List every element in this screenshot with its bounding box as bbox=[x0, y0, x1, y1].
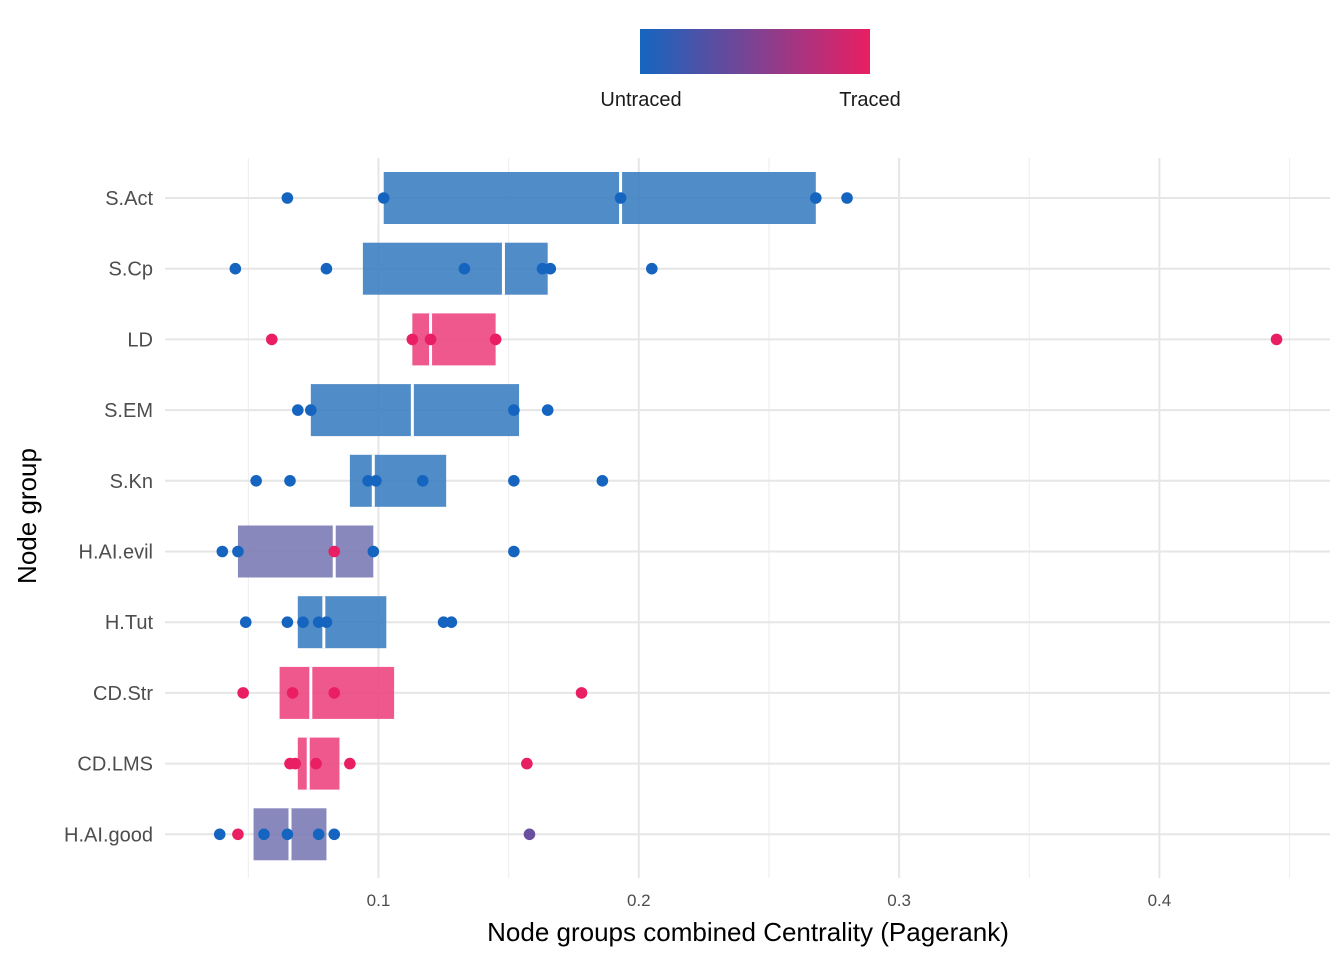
category-label: S.Cp bbox=[109, 259, 153, 281]
data-point bbox=[281, 828, 294, 841]
data-point bbox=[239, 616, 252, 628]
data-point bbox=[523, 828, 536, 841]
y-axis-labels: S.Act S.Cp LD S.EM S.Kn H.AI.evil H.Tut CD.Str C… bbox=[64, 188, 153, 846]
category-label: LD bbox=[127, 329, 153, 351]
data-point bbox=[328, 828, 341, 841]
grid bbox=[165, 158, 1330, 878]
data-point bbox=[320, 262, 333, 275]
data-point bbox=[367, 545, 380, 558]
x-axis-ticks: 0.1 0.2 0.3 0.4 bbox=[367, 891, 1172, 910]
data-point bbox=[445, 616, 458, 628]
category-label: H.Tut bbox=[105, 612, 154, 634]
data-point bbox=[508, 545, 520, 558]
data-point bbox=[344, 757, 356, 770]
category-label: S.Kn bbox=[110, 471, 153, 493]
iqr-box bbox=[362, 242, 548, 295]
data-point bbox=[841, 192, 853, 204]
x-tick-label: 0.1 bbox=[367, 891, 391, 910]
data-point bbox=[250, 475, 262, 487]
data-point bbox=[508, 404, 520, 416]
data-point bbox=[305, 404, 317, 416]
data-point bbox=[320, 616, 333, 628]
data-point bbox=[1270, 333, 1283, 346]
data-point bbox=[286, 687, 299, 699]
iqr-box bbox=[237, 525, 374, 578]
x-axis-title: Node groups combined Centrality (Pageran… bbox=[487, 917, 1009, 947]
legend: Untraced Traced bbox=[600, 29, 901, 111]
data-point bbox=[328, 687, 341, 699]
data-point bbox=[377, 192, 390, 204]
data-point bbox=[281, 616, 294, 628]
data-point bbox=[265, 333, 278, 346]
data-point bbox=[614, 192, 627, 204]
data-point bbox=[458, 262, 471, 275]
data-point bbox=[237, 687, 249, 699]
data-point bbox=[289, 757, 302, 770]
data-point bbox=[232, 828, 244, 841]
y-axis-title: Node group bbox=[12, 448, 42, 584]
category-label: CD.LMS bbox=[77, 754, 153, 776]
x-tick-label: 0.2 bbox=[627, 891, 651, 910]
data-point bbox=[281, 192, 294, 204]
data-point bbox=[596, 475, 609, 487]
category-label: S.Act bbox=[105, 188, 153, 210]
x-tick-label: 0.3 bbox=[887, 891, 911, 910]
data-point bbox=[297, 616, 309, 628]
data-point bbox=[544, 262, 557, 275]
category-label: CD.Str bbox=[93, 683, 153, 705]
data-point bbox=[258, 828, 270, 841]
legend-colorbar bbox=[640, 29, 870, 74]
category-label: H.AI.evil bbox=[79, 542, 153, 564]
data-point bbox=[508, 475, 520, 487]
legend-high-label: Traced bbox=[839, 89, 901, 111]
data-point bbox=[810, 192, 822, 204]
category-label: H.AI.good bbox=[64, 824, 153, 846]
data-point bbox=[541, 404, 554, 416]
data-point bbox=[312, 828, 325, 841]
data-point bbox=[216, 545, 229, 558]
data-point bbox=[370, 475, 382, 487]
x-tick-label: 0.4 bbox=[1148, 891, 1172, 910]
iqr-box bbox=[310, 384, 520, 437]
data-point bbox=[521, 757, 533, 770]
data-point bbox=[328, 545, 341, 558]
data-point bbox=[489, 333, 502, 346]
iqr-box bbox=[383, 172, 816, 224]
data-point bbox=[310, 757, 322, 770]
data-point bbox=[284, 475, 296, 487]
data-point bbox=[229, 262, 242, 275]
legend-low-label: Untraced bbox=[600, 89, 681, 111]
boxes bbox=[237, 172, 816, 861]
data-point bbox=[416, 475, 429, 487]
data-point bbox=[292, 404, 304, 416]
data-point bbox=[213, 828, 226, 841]
iqr-box bbox=[297, 596, 387, 649]
category-label: S.EM bbox=[104, 400, 153, 422]
data-point bbox=[232, 545, 244, 558]
data-point bbox=[646, 262, 658, 275]
data-point bbox=[424, 333, 437, 346]
data-point bbox=[406, 333, 419, 346]
points bbox=[213, 192, 1283, 841]
data-point bbox=[575, 687, 588, 699]
